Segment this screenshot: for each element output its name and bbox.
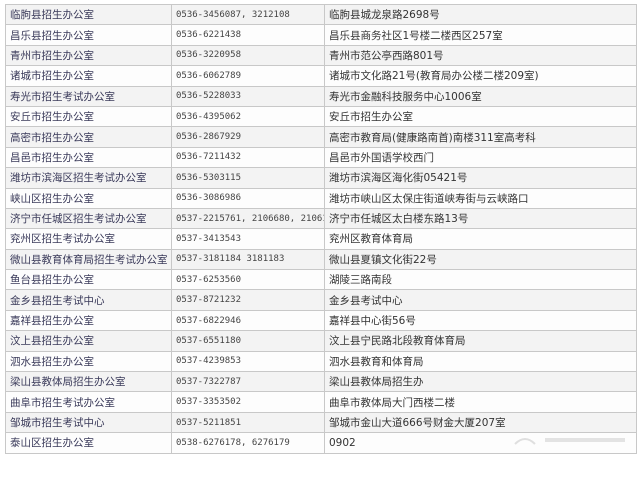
phone-cell: 0537-3353502 bbox=[171, 391, 325, 413]
address-cell: 寿光市金融科技服务中心1006室 bbox=[324, 85, 637, 107]
office-cell: 邹城市招生考试中心 bbox=[5, 411, 172, 434]
address-cell: 临朐县城龙泉路2698号 bbox=[324, 3, 637, 26]
address-cell: 微山县夏镇文化街22号 bbox=[324, 248, 637, 271]
address-cell: 诸城市文化路21号(教育局办公楼二楼209室) bbox=[324, 65, 637, 87]
office-cell: 泗水县招生办公室 bbox=[5, 350, 172, 373]
table-row: 临朐县招生办公室 0536-3456087, 3212108 临朐县城龙泉路2698… bbox=[5, 3, 637, 26]
phone-cell: 0537-6822946 bbox=[171, 309, 325, 332]
address-cell: 汶上县宁民路北段教育体育局 bbox=[324, 330, 637, 352]
phone-cell: 0537-4239853 bbox=[171, 350, 325, 373]
table-row: 曲阜市招生考试办公室 0537-3353502 曲阜市教体局大门西楼二楼 bbox=[5, 391, 637, 413]
phone-cell: 0536-4395062 bbox=[171, 105, 325, 128]
phone-cell: 0536-3456087, 3212108 bbox=[171, 3, 325, 26]
address-cell: 兖州区教育体育局 bbox=[324, 228, 637, 250]
address-cell: 湖陵三路南段 bbox=[324, 269, 637, 291]
office-cell: 昌乐县招生办公室 bbox=[5, 24, 172, 46]
address-cell: 高密市教育局(健康路南首)南楼311室高考科 bbox=[324, 126, 637, 148]
office-cell: 济宁市任城区招生考试办公室 bbox=[5, 207, 172, 230]
office-cell: 寿光市招生考试办公室 bbox=[5, 85, 172, 107]
watermark-logo bbox=[514, 438, 625, 445]
address-cell: 金乡县考试中心 bbox=[324, 289, 637, 311]
office-cell: 金乡县招生考试中心 bbox=[5, 289, 172, 311]
phone-cell: 0536-5228033 bbox=[171, 85, 325, 107]
office-cell: 青州市招生办公室 bbox=[5, 44, 172, 67]
office-cell: 曲阜市招生考试办公室 bbox=[5, 391, 172, 413]
office-cell: 昌邑市招生办公室 bbox=[5, 146, 172, 169]
phone-cell: 0536-7211432 bbox=[171, 146, 325, 169]
table-row: 济宁市任城区招生考试办公室 0537-2215761, 2106680, 2106… bbox=[5, 207, 637, 230]
table-row: 潍坊市滨海区招生考试办公室 0536-5303115 潍坊市滨海区海化街05421号 bbox=[5, 167, 637, 189]
address-cell: 梁山县教体局招生办 bbox=[324, 371, 637, 393]
phone-cell: 0536-2867929 bbox=[171, 126, 325, 148]
contact-table-body: 临朐县招生办公室 0536-3456087, 3212108 临朐县城龙泉路2698… bbox=[5, 3, 637, 454]
office-cell: 峡山区招生办公室 bbox=[5, 187, 172, 209]
phone-cell: 0537-3181184 3181183 bbox=[171, 248, 325, 271]
address-cell: 曲阜市教体局大门西楼二楼 bbox=[324, 391, 637, 413]
phone-cell: 0537-6253560 bbox=[171, 269, 325, 291]
office-cell: 泰山区招生办公室 bbox=[5, 432, 172, 454]
phone-cell: 0537-7322787 bbox=[171, 371, 325, 393]
phone-cell: 0538-6276178, 6276179 bbox=[171, 432, 325, 454]
phone-cell: 0536-3220958 bbox=[171, 44, 325, 67]
phone-cell: 0537-3413543 bbox=[171, 228, 325, 250]
table-row: 昌乐县招生办公室 0536-6221438 昌乐县商务社区1号楼二楼西区257室 bbox=[5, 24, 637, 46]
phone-cell: 0537-8721232 bbox=[171, 289, 325, 311]
office-cell: 诸城市招生办公室 bbox=[5, 65, 172, 87]
office-cell: 安丘市招生办公室 bbox=[5, 105, 172, 128]
address-cell: 青州市范公亭西路801号 bbox=[324, 44, 637, 67]
table-row: 泗水县招生办公室 0537-4239853 泗水县教育和体育局 bbox=[5, 350, 637, 373]
address-cell: 潍坊市峡山区太保庄街道峡寿街与云峡路口 bbox=[324, 187, 637, 209]
table-row: 安丘市招生办公室 0536-4395062 安丘市招生办公室 bbox=[5, 105, 637, 128]
office-cell: 潍坊市滨海区招生考试办公室 bbox=[5, 167, 172, 189]
table-row: 高密市招生办公室 0536-2867929 高密市教育局(健康路南首)南楼311室高… bbox=[5, 126, 637, 148]
table-row: 泰山区招生办公室 0538-6276178, 6276179 0902 bbox=[5, 432, 637, 454]
phone-cell: 0536-3086986 bbox=[171, 187, 325, 209]
phone-cell: 0537-2215761, 2106680, 2106191 bbox=[171, 207, 325, 230]
phone-cell: 0536-6221438 bbox=[171, 24, 325, 46]
phone-cell: 0536-6062789 bbox=[171, 65, 325, 87]
table-row: 鱼台县招生办公室 0537-6253560 湖陵三路南段 bbox=[5, 269, 637, 291]
address-cell: 济宁市任城区太白楼东路13号 bbox=[324, 207, 637, 230]
phone-cell: 0537-5211851 bbox=[171, 411, 325, 434]
office-cell: 临朐县招生办公室 bbox=[5, 3, 172, 26]
office-cell: 鱼台县招生办公室 bbox=[5, 269, 172, 291]
table-row: 峡山区招生办公室 0536-3086986 潍坊市峡山区太保庄街道峡寿街与云峡路口 bbox=[5, 187, 637, 209]
address-cell: 安丘市招生办公室 bbox=[324, 105, 637, 128]
table-row: 昌邑市招生办公室 0536-7211432 昌邑市外国语学校西门 bbox=[5, 146, 637, 169]
office-cell: 梁山县教体局招生办公室 bbox=[5, 371, 172, 393]
table-row: 兖州区招生考试办公室 0537-3413543 兖州区教育体育局 bbox=[5, 228, 637, 250]
address-cell: 嘉祥县中心街56号 bbox=[324, 309, 637, 332]
address-cell: 潍坊市滨海区海化街05421号 bbox=[324, 167, 637, 189]
contact-table: 临朐县招生办公室 0536-3456087, 3212108 临朐县城龙泉路2698… bbox=[5, 3, 637, 454]
table-row: 诸城市招生办公室 0536-6062789 诸城市文化路21号(教育局办公楼二楼20… bbox=[5, 65, 637, 87]
office-cell: 高密市招生办公室 bbox=[5, 126, 172, 148]
table-row: 青州市招生办公室 0536-3220958 青州市范公亭西路801号 bbox=[5, 44, 637, 67]
office-cell: 嘉祥县招生办公室 bbox=[5, 309, 172, 332]
table-row: 寿光市招生考试办公室 0536-5228033 寿光市金融科技服务中心1006室 bbox=[5, 85, 637, 107]
table-row: 金乡县招生考试中心 0537-8721232 金乡县考试中心 bbox=[5, 289, 637, 311]
phone-cell: 0537-6551180 bbox=[171, 330, 325, 352]
table-row: 嘉祥县招生办公室 0537-6822946 嘉祥县中心街56号 bbox=[5, 309, 637, 332]
office-cell: 兖州区招生考试办公室 bbox=[5, 228, 172, 250]
address-cell: 泗水县教育和体育局 bbox=[324, 350, 637, 373]
table-row: 梁山县教体局招生办公室 0537-7322787 梁山县教体局招生办 bbox=[5, 371, 637, 393]
table-row: 微山县教育体育局招生考试办公室 0537-3181184 3181183 微山县夏镇… bbox=[5, 248, 637, 271]
address-cell: 昌乐县商务社区1号楼二楼西区257室 bbox=[324, 24, 637, 46]
office-cell: 微山县教育体育局招生考试办公室 bbox=[5, 248, 172, 271]
office-cell: 汶上县招生办公室 bbox=[5, 330, 172, 352]
phone-cell: 0536-5303115 bbox=[171, 167, 325, 189]
address-cell: 昌邑市外国语学校西门 bbox=[324, 146, 637, 169]
table-row: 汶上县招生办公室 0537-6551180 汶上县宁民路北段教育体育局 bbox=[5, 330, 637, 352]
address-cell: 0902 bbox=[324, 432, 637, 454]
